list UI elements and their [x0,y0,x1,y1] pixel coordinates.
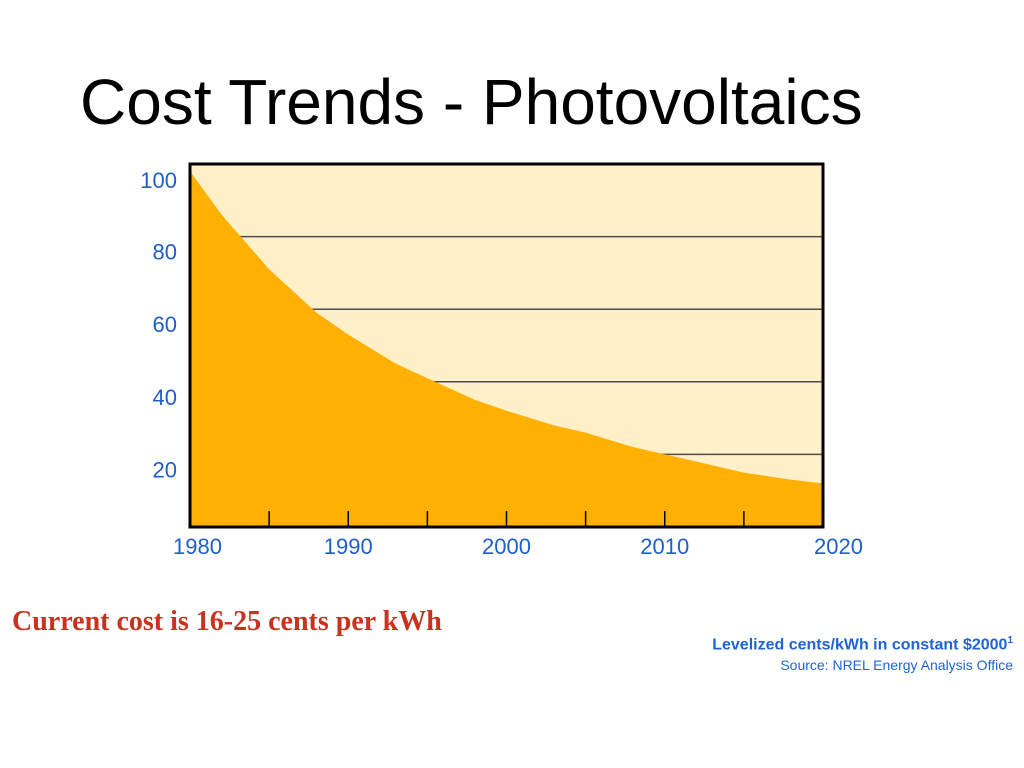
x-tick-marks [268,511,745,527]
footnote: Levelized cents/kWh in constant $20001 S… [712,630,1013,674]
current-cost-callout: Current cost is 16-25 cents per kWh [12,606,442,637]
y-tick-label-60: 60 [153,312,177,337]
x-tick-label-2010: 2010 [640,534,689,559]
footnote-source: Source: NREL Energy Analysis Office [780,657,1013,674]
footnote-units: Levelized cents/kWh in constant $20001 [712,630,1013,656]
x-tick-label-1980: 1980 [173,534,222,559]
y-tick-label-40: 40 [153,385,177,410]
slide-title: Cost Trends - Photovoltaics [80,66,863,138]
footnote-units-text: Levelized cents/kWh in constant $2000 [712,636,1008,654]
y-tick-label-20: 20 [153,457,177,482]
y-tick-labels: 20 40 60 80 100 [140,168,177,482]
x-tick-labels: 1980 1990 2000 2010 2020 [173,534,863,559]
x-tick-label-2000: 2000 [482,534,531,559]
footnote-marker: 1 [1007,635,1013,646]
cost-area-series [190,171,823,528]
x-tick-label-1990: 1990 [324,534,373,559]
y-tick-label-100: 100 [140,168,177,193]
y-tick-label-80: 80 [153,240,177,265]
x-tick-label-2020: 2020 [814,534,863,559]
